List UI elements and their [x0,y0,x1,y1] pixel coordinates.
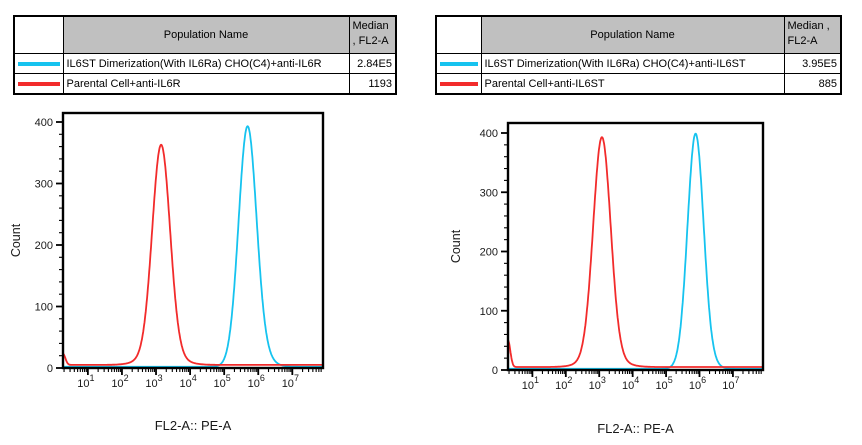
plot-frame [61,111,325,370]
right-legend-table: Population Name Median , FL2-A IL6ST Dim… [435,15,842,95]
swatch-column-header [13,15,64,54]
legend-header-row: Population Name Median , FL2-A [435,15,842,54]
population-name-cell: IL6ST Dimerization(With IL6Ra) CHO(C4)+a… [480,53,785,74]
x-tick-label: 103 [145,373,162,390]
population-name-cell: Parental Cell+anti-IL6ST [480,73,785,95]
cyan-series-swatch [440,61,478,66]
histogram-curve-1 [507,136,764,368]
population-name-cell: IL6ST Dimerization(With IL6Ra) CHO(C4)+a… [62,53,350,74]
x-tick-label: 102 [555,375,572,392]
histogram-curve-0 [62,125,324,368]
median-header-line2: , FL2-A [352,35,389,47]
x-tick-label: 107 [722,375,739,392]
swatch-column-header [435,15,482,54]
median-value-cell: 885 [783,73,842,95]
legend-row-dimerization: IL6ST Dimerization(With IL6Ra) CHO(C4)+a… [435,53,842,74]
y-tick-label: 0 [492,365,498,377]
axes [56,121,322,375]
median-header-line1: Median [352,20,389,32]
legend-row-parental: Parental Cell+anti-IL6ST 885 [435,73,842,95]
cyan-series-swatch [18,61,60,66]
x-axis-title: FL2-A:: PE-A [597,421,674,436]
axes [501,132,762,377]
x-tick-label: 107 [282,373,299,390]
left-legend-table: Population Name Median , FL2-A IL6ST Dim… [13,15,397,95]
y-tick-label: 0 [47,363,53,375]
legend-row-parental: Parental Cell+anti-IL6R 1193 [13,73,397,95]
median-fl2a-header: Median , FL2-A [348,15,397,54]
median-header-line1: Median , [787,20,830,32]
histogram-curve-0 [507,132,764,370]
y-tick-label: 200 [35,240,53,252]
median-value-cell: 1193 [348,73,397,95]
y-tick-label: 100 [35,302,53,314]
series-swatch-cell [13,53,64,74]
x-tick-label: 101 [77,373,94,390]
population-name-header: Population Name [480,15,785,54]
median-value-cell: 3.95E5 [783,53,842,74]
x-tick-label: 102 [111,373,128,390]
histogram-curve-1 [62,143,324,366]
population-name-cell: Parental Cell+anti-IL6R [62,73,350,95]
plot-frame [506,121,765,372]
red-series-swatch [18,81,60,86]
x-tick-label: 104 [622,375,639,392]
series-swatch-cell [435,53,482,74]
x-tick-label: 101 [522,375,539,392]
y-axis-title: Count [9,223,23,257]
legend-row-dimerization: IL6ST Dimerization(With IL6Ra) CHO(C4)+a… [13,53,397,74]
x-tick-label: 103 [589,375,606,392]
population-name-header: Population Name [62,15,350,54]
x-tick-label: 106 [689,375,706,392]
x-tick-label: 105 [214,373,231,390]
y-tick-label: 400 [35,117,53,129]
y-axis-title: Count [449,229,463,263]
x-tick-label: 105 [655,375,672,392]
series-swatch-cell [435,73,482,95]
y-tick-label: 300 [35,179,53,191]
median-value-cell: 2.84E5 [348,53,397,74]
y-tick-label: 300 [480,187,498,199]
x-tick-label: 104 [179,373,196,390]
y-tick-label: 100 [480,306,498,318]
red-series-swatch [440,81,478,86]
x-axis-title: FL2-A:: PE-A [155,418,232,433]
y-tick-label: 200 [480,247,498,259]
median-fl2a-header: Median , FL2-A [783,15,842,54]
y-tick-label: 400 [480,128,498,140]
x-tick-label: 106 [248,373,265,390]
median-header-line2: FL2-A [787,35,818,47]
series-swatch-cell [13,73,64,95]
legend-header-row: Population Name Median , FL2-A [13,15,397,54]
right-flow-histogram: 0 100 200 300 400 101 102 103 104 105 106 107 Count F… [449,121,765,436]
left-flow-histogram: 0 100 200 300 400 101 102 103 104 105 106 107 Count F… [9,111,325,433]
